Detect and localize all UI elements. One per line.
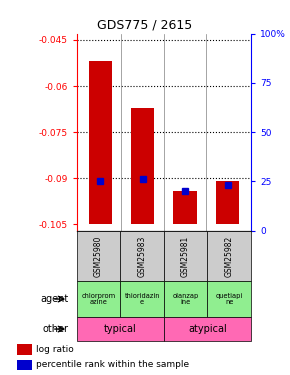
Text: log ratio: log ratio <box>36 345 73 354</box>
Bar <box>120 281 164 317</box>
Bar <box>164 317 251 341</box>
Bar <box>77 231 120 281</box>
Bar <box>216 182 239 225</box>
Text: percentile rank within the sample: percentile rank within the sample <box>36 360 189 369</box>
Bar <box>207 231 251 281</box>
Text: GSM25981: GSM25981 <box>181 236 190 277</box>
Text: atypical: atypical <box>188 324 227 334</box>
Bar <box>88 62 112 225</box>
Bar <box>207 281 251 317</box>
Bar <box>131 108 154 225</box>
Text: chlorprom
azine: chlorprom azine <box>81 293 116 305</box>
Text: typical: typical <box>104 324 137 334</box>
Bar <box>120 231 164 281</box>
Text: thioridazin
e: thioridazin e <box>124 293 160 305</box>
Bar <box>77 317 164 341</box>
Bar <box>173 190 197 225</box>
Text: other: other <box>42 324 68 334</box>
Text: quetiapi
ne: quetiapi ne <box>215 293 243 305</box>
Text: olanzap
ine: olanzap ine <box>173 293 199 305</box>
Text: GSM25980: GSM25980 <box>94 235 103 277</box>
Text: agent: agent <box>40 294 68 304</box>
Bar <box>164 281 207 317</box>
Text: GSM25982: GSM25982 <box>224 236 234 277</box>
Bar <box>164 231 207 281</box>
Bar <box>77 281 120 317</box>
Text: GSM25983: GSM25983 <box>137 235 147 277</box>
Text: GDS775 / 2615: GDS775 / 2615 <box>97 19 193 32</box>
Bar <box>17 360 32 370</box>
Bar <box>17 344 32 355</box>
